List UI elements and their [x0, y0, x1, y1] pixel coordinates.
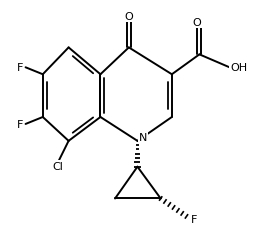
Text: OH: OH: [230, 63, 247, 73]
Text: N: N: [139, 133, 147, 143]
Text: F: F: [17, 63, 23, 73]
Text: O: O: [193, 18, 202, 28]
Text: F: F: [191, 214, 198, 224]
Text: O: O: [124, 12, 133, 22]
Text: F: F: [17, 119, 23, 129]
Text: Cl: Cl: [53, 162, 64, 172]
